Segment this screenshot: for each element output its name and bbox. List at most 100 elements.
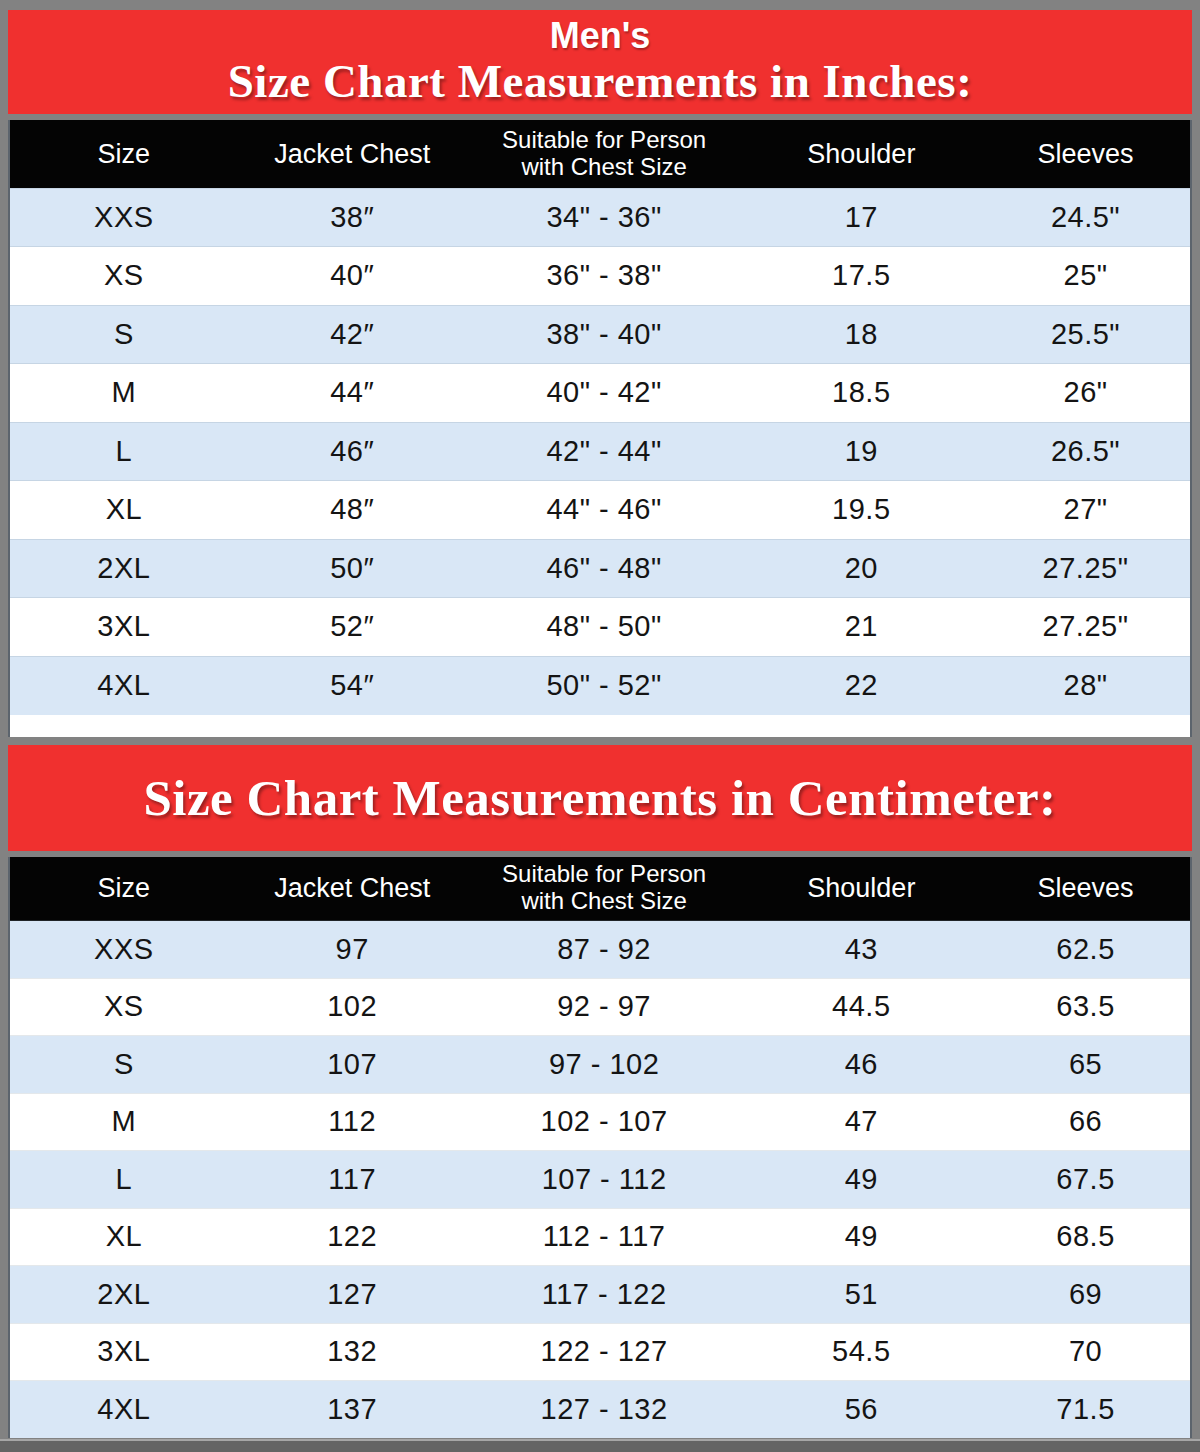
column-header-jacket-chest: Jacket Chest — [238, 857, 467, 921]
table-row: XXS38″34" - 36"1724.5" — [10, 188, 1190, 247]
cell-shoulder: 19.5 — [742, 481, 982, 540]
cell-shoulder: 21 — [742, 598, 982, 657]
cell-jacket-chest: 42″ — [238, 305, 467, 364]
cell-shoulder: 43 — [742, 921, 982, 979]
centimeter-banner-title: Size Chart Measurements in Centimeter: — [143, 772, 1056, 824]
cell-size: 2XL — [10, 1266, 238, 1324]
bottom-bar — [0, 1439, 1200, 1452]
cell-shoulder: 18.5 — [742, 364, 982, 423]
cell-sleeves: 69 — [981, 1266, 1190, 1324]
cell-sleeves: 28" — [981, 656, 1190, 715]
cell-suitable-chest-size: 102 - 107 — [467, 1093, 742, 1151]
cell-sleeves: 25" — [981, 247, 1190, 306]
cell-size: XS — [10, 978, 238, 1036]
cell-jacket-chest: 132 — [238, 1323, 467, 1381]
cell-sleeves: 68.5 — [981, 1208, 1190, 1266]
cell-sleeves: 25.5" — [981, 305, 1190, 364]
cell-size: S — [10, 1036, 238, 1094]
column-header-sleeves: Sleeves — [981, 857, 1190, 921]
cell-sleeves: 27.25" — [981, 539, 1190, 598]
table-row: 4XL54″50" - 52"2228" — [10, 656, 1190, 715]
inches-size-table: SizeJacket ChestSuitable for Person with… — [10, 120, 1190, 715]
cell-jacket-chest: 107 — [238, 1036, 467, 1094]
cell-sleeves: 27" — [981, 481, 1190, 540]
cell-shoulder: 44.5 — [742, 978, 982, 1036]
cell-suitable-chest-size: 38" - 40" — [467, 305, 742, 364]
cell-jacket-chest: 127 — [238, 1266, 467, 1324]
centimeter-size-table: SizeJacket ChestSuitable for Person with… — [10, 857, 1190, 1439]
cell-size: 4XL — [10, 656, 238, 715]
cell-size: 2XL — [10, 539, 238, 598]
cell-jacket-chest: 40″ — [238, 247, 467, 306]
inches-header-row: SizeJacket ChestSuitable for Person with… — [10, 120, 1190, 188]
table-row: XL48″44" - 46"19.527" — [10, 481, 1190, 540]
cell-jacket-chest: 122 — [238, 1208, 467, 1266]
column-header-suitable-chest-size: Suitable for Person with Chest Size — [467, 120, 742, 188]
cell-shoulder: 51 — [742, 1266, 982, 1324]
cell-jacket-chest: 44″ — [238, 364, 467, 423]
cell-jacket-chest: 112 — [238, 1093, 467, 1151]
column-header-suitable-chest-size: Suitable for Person with Chest Size — [467, 857, 742, 921]
cell-jacket-chest: 97 — [238, 921, 467, 979]
size-chart-page: Men's Size Chart Measurements in Inches:… — [0, 0, 1200, 1438]
table-row: 4XL137127 - 1325671.5 — [10, 1381, 1190, 1439]
cell-size: L — [10, 422, 238, 481]
cell-suitable-chest-size: 44" - 46" — [467, 481, 742, 540]
cell-sleeves: 26.5" — [981, 422, 1190, 481]
cell-sleeves: 26" — [981, 364, 1190, 423]
cell-suitable-chest-size: 36" - 38" — [467, 247, 742, 306]
cell-jacket-chest: 38″ — [238, 188, 467, 247]
cell-size: XXS — [10, 188, 238, 247]
table-row: L117107 - 1124967.5 — [10, 1151, 1190, 1209]
cell-suitable-chest-size: 34" - 36" — [467, 188, 742, 247]
table-row: M44″40" - 42"18.526" — [10, 364, 1190, 423]
cell-suitable-chest-size: 117 - 122 — [467, 1266, 742, 1324]
table-row: M112102 - 1074766 — [10, 1093, 1190, 1151]
column-header-sleeves: Sleeves — [981, 120, 1190, 188]
cell-size: M — [10, 1093, 238, 1151]
table-row: S42″38" - 40"1825.5" — [10, 305, 1190, 364]
cell-sleeves: 27.25" — [981, 598, 1190, 657]
cell-shoulder: 22 — [742, 656, 982, 715]
inches-banner: Men's Size Chart Measurements in Inches: — [8, 10, 1192, 114]
cell-jacket-chest: 52″ — [238, 598, 467, 657]
cell-size: 3XL — [10, 1323, 238, 1381]
cell-jacket-chest: 46″ — [238, 422, 467, 481]
cell-suitable-chest-size: 48" - 50" — [467, 598, 742, 657]
cell-jacket-chest: 50″ — [238, 539, 467, 598]
cell-shoulder: 46 — [742, 1036, 982, 1094]
column-header-shoulder: Shoulder — [742, 857, 982, 921]
column-header-jacket-chest: Jacket Chest — [238, 120, 467, 188]
cell-sleeves: 70 — [981, 1323, 1190, 1381]
table-row: L46″42" - 44"1926.5" — [10, 422, 1190, 481]
cell-suitable-chest-size: 92 - 97 — [467, 978, 742, 1036]
cell-suitable-chest-size: 40" - 42" — [467, 364, 742, 423]
cell-size: XL — [10, 1208, 238, 1266]
table-row: 3XL132122 - 12754.570 — [10, 1323, 1190, 1381]
cell-sleeves: 71.5 — [981, 1381, 1190, 1439]
table-row: 2XL50″46" - 48"2027.25" — [10, 539, 1190, 598]
cell-size: XL — [10, 481, 238, 540]
cell-jacket-chest: 48″ — [238, 481, 467, 540]
cell-shoulder: 49 — [742, 1151, 982, 1209]
cell-suitable-chest-size: 107 - 112 — [467, 1151, 742, 1209]
cell-sleeves: 67.5 — [981, 1151, 1190, 1209]
cell-suitable-chest-size: 42" - 44" — [467, 422, 742, 481]
table-footer-strip — [10, 715, 1190, 737]
cell-shoulder: 47 — [742, 1093, 982, 1151]
banner-supertitle: Men's — [550, 17, 651, 55]
cell-jacket-chest: 117 — [238, 1151, 467, 1209]
cell-size: 3XL — [10, 598, 238, 657]
cell-suitable-chest-size: 112 - 117 — [467, 1208, 742, 1266]
cell-shoulder: 17.5 — [742, 247, 982, 306]
cell-jacket-chest: 54″ — [238, 656, 467, 715]
cell-suitable-chest-size: 50" - 52" — [467, 656, 742, 715]
cell-shoulder: 19 — [742, 422, 982, 481]
cell-size: M — [10, 364, 238, 423]
cell-sleeves: 24.5" — [981, 188, 1190, 247]
centimeter-header-row: SizeJacket ChestSuitable for Person with… — [10, 857, 1190, 921]
table-row: XXS9787 - 924362.5 — [10, 921, 1190, 979]
table-row: XL122112 - 1174968.5 — [10, 1208, 1190, 1266]
table-row: 2XL127117 - 1225169 — [10, 1266, 1190, 1324]
cell-suitable-chest-size: 97 - 102 — [467, 1036, 742, 1094]
